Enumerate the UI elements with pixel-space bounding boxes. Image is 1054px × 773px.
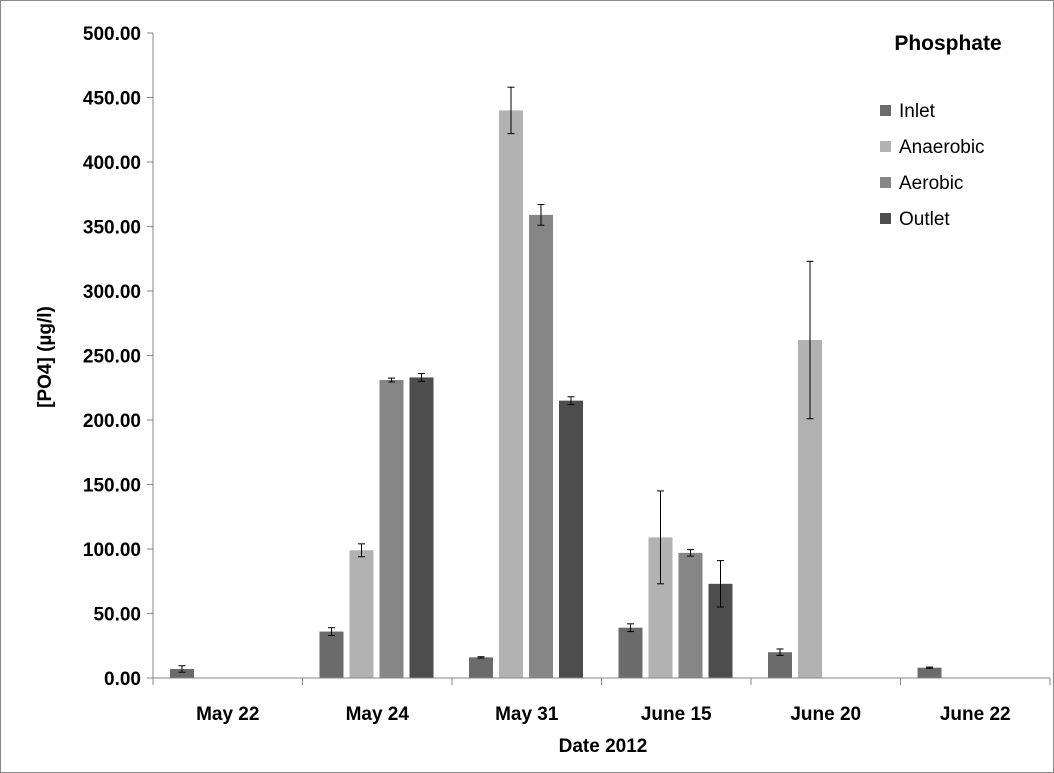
legend-swatch-anaerobic	[880, 141, 891, 152]
y-tick-label: 250.00	[83, 347, 141, 368]
y-tick-label: 350.00	[83, 218, 141, 239]
bar-inlet-may-22	[170, 668, 194, 678]
x-tick-label: June 15	[641, 704, 712, 725]
error-bar-inlet-may-22	[178, 665, 186, 673]
bar-aerobic-june-15	[678, 552, 703, 678]
plot-area	[170, 86, 942, 678]
bar-aerobic-may-24	[379, 380, 404, 678]
error-bar-aerobic-june-15	[687, 549, 694, 557]
y-tick-label: 400.00	[83, 153, 141, 174]
y-tick-label: 200.00	[83, 411, 141, 432]
legend-swatch-outlet	[880, 213, 891, 224]
y-tick-label: 0.00	[104, 669, 141, 690]
y-axis-title: [PO4] (µg/l)	[35, 306, 56, 408]
error-bar-outlet-june-15	[717, 560, 724, 608]
bar-inlet-may-24	[319, 631, 344, 678]
bar-aerobic-may-31	[529, 214, 553, 678]
bar-anaerobic-may-31	[499, 110, 523, 678]
error-bar-inlet-june-22	[926, 666, 933, 669]
error-bar-anaerobic-june-20	[806, 260, 814, 420]
x-tick-label: May 24	[346, 704, 410, 725]
legend: Inlet Anaerobic Aerobic Outlet	[880, 101, 985, 230]
x-axis-title: Date 2012	[559, 736, 648, 757]
error-bar-inlet-june-20	[776, 648, 784, 656]
y-tick-label: 300.00	[83, 282, 141, 303]
error-bar-outlet-may-31	[567, 396, 575, 406]
error-bar-inlet-may-31	[477, 656, 485, 659]
bar-inlet-june-22	[917, 667, 942, 678]
x-tick-label: June 22	[940, 704, 1011, 725]
y-tick-label: 100.00	[83, 540, 141, 561]
bar-inlet-may-31	[469, 657, 493, 678]
bar-inlet-june-15	[618, 627, 643, 678]
y-tick-label: 150.00	[83, 476, 141, 497]
error-bar-inlet-may-24	[328, 627, 335, 636]
legend-label-aerobic: Aerobic	[899, 173, 963, 194]
y-tick-label: 450.00	[83, 89, 141, 110]
bar-anaerobic-may-24	[349, 550, 374, 678]
legend-swatch-aerobic	[880, 177, 891, 188]
chart-title: Phosphate	[894, 32, 1001, 55]
axes: 0.00 50.00 100.00 150.00 200.00 250.00 300.00 3…	[83, 24, 1051, 725]
error-bar-outlet-may-24	[418, 373, 425, 382]
x-tick-label: June 20	[790, 704, 861, 725]
error-bar-aerobic-may-24	[388, 377, 395, 383]
legend-swatch-inlet	[880, 105, 891, 116]
error-bar-anaerobic-may-24	[358, 543, 365, 558]
bar-outlet-may-24	[409, 377, 434, 678]
legend-label-outlet: Outlet	[899, 209, 950, 230]
error-bar-aerobic-may-31	[537, 204, 545, 226]
error-bar-anaerobic-june-15	[657, 490, 664, 585]
x-tick-label: May 22	[196, 704, 259, 725]
bar-inlet-june-20	[768, 652, 792, 678]
error-bar-anaerobic-may-31	[507, 86, 515, 135]
bar-outlet-may-31	[559, 400, 583, 678]
x-tick-label: May 31	[495, 704, 559, 725]
legend-label-inlet: Inlet	[899, 101, 936, 122]
y-tick-label: 500.00	[83, 24, 141, 45]
error-bar-inlet-june-15	[627, 623, 634, 633]
legend-label-anaerobic: Anaerobic	[899, 137, 985, 158]
y-tick-label: 50.00	[93, 605, 141, 626]
